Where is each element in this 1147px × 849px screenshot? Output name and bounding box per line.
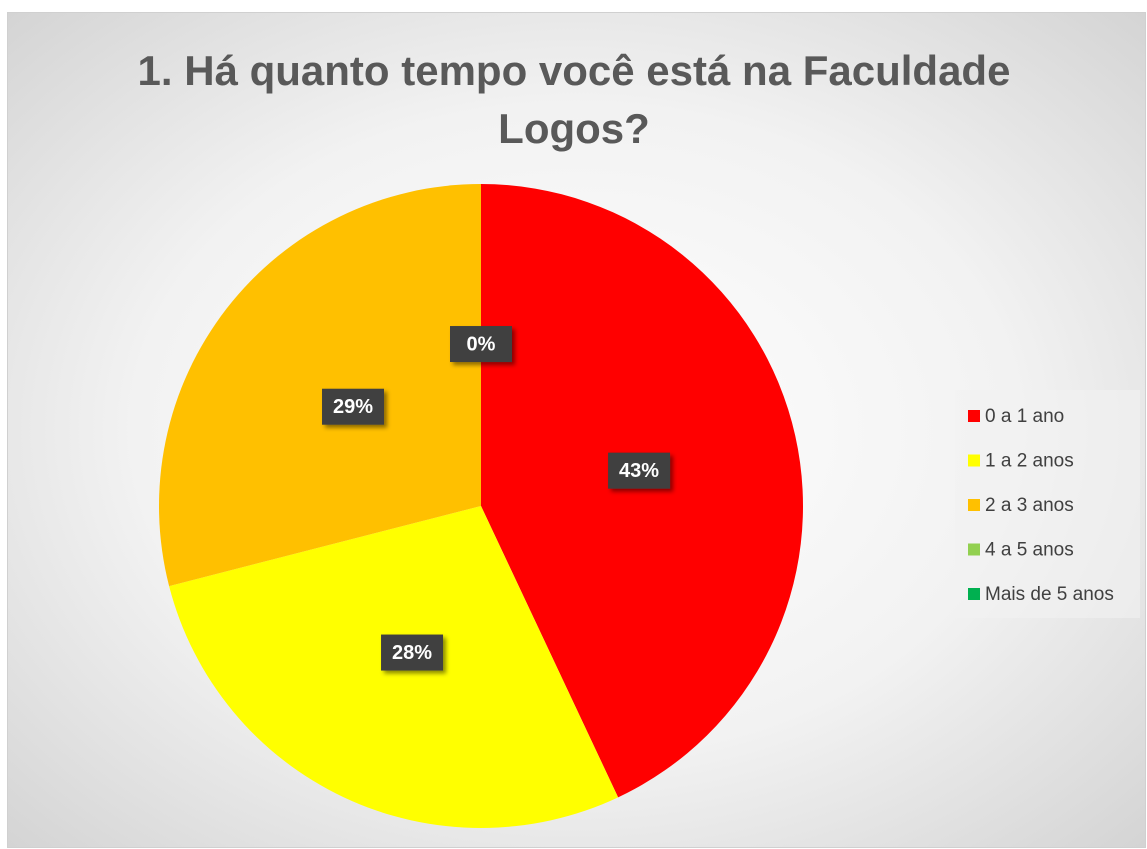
data-label-text: 28% xyxy=(392,642,432,664)
legend-label: Mais de 5 anos xyxy=(985,584,1114,605)
data-label-text: 29% xyxy=(333,396,373,418)
data-label: 29% xyxy=(322,388,385,425)
data-label-box xyxy=(450,326,512,363)
data-label: 0% xyxy=(450,326,512,363)
legend-label: 2 a 3 anos xyxy=(985,495,1074,516)
data-label-box xyxy=(322,388,385,425)
pie-slice xyxy=(159,184,481,587)
data-label: 43% xyxy=(608,452,671,489)
data-label-box xyxy=(381,634,444,671)
legend-swatch xyxy=(968,454,980,467)
data-label-box xyxy=(608,452,671,489)
chart-title: 1. Há quanto tempo você está na Faculdad… xyxy=(137,47,1011,152)
legend-label: 4 a 5 anos xyxy=(985,540,1074,561)
legend-label: 0 a 1 ano xyxy=(985,406,1064,427)
legend-swatch xyxy=(968,499,980,511)
legend-swatch xyxy=(968,588,980,600)
legend-swatch xyxy=(968,410,980,422)
data-label-text: 43% xyxy=(619,460,659,482)
legend-label: 1 a 2 anos xyxy=(985,451,1074,472)
legend-box xyxy=(955,390,1140,618)
pie-slice xyxy=(481,184,803,798)
data-label: 28% xyxy=(381,634,444,671)
data-label-text: 0% xyxy=(467,333,496,355)
legend-swatch xyxy=(968,543,980,556)
